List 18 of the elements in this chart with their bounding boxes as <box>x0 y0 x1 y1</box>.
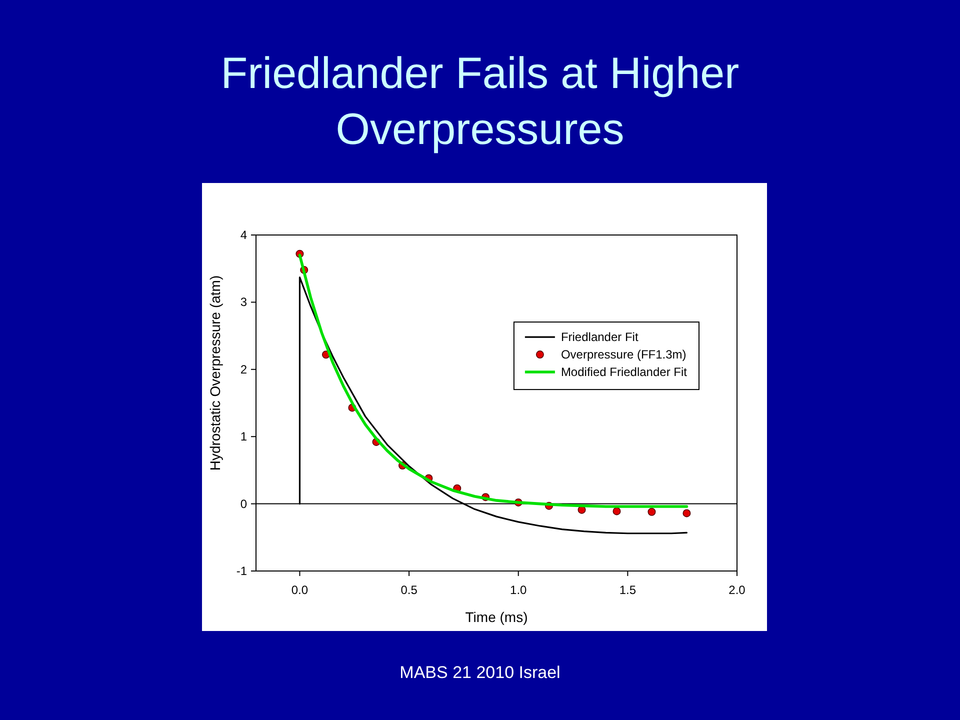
legend-label: Overpressure (FF1.3m) <box>560 348 686 362</box>
y-tick-label: 2 <box>240 362 248 376</box>
legend-label: Friedlander Fit <box>560 330 639 344</box>
x-tick-label: 0.5 <box>400 583 418 597</box>
legend-label: Modified Friedlander Fit <box>560 365 688 380</box>
y-tick-label: 0 <box>240 496 248 511</box>
y-tick-label: -1 <box>236 564 248 578</box>
y-tick-label: 4 <box>240 228 248 242</box>
y-axis-title: Hydrostatic Overpressure (atm) <box>207 275 223 471</box>
x-tick-label: 1.0 <box>510 583 528 597</box>
chart-title: Friedlander Fails at Higher Overpressures <box>220 49 740 154</box>
x-tick-label: 2.0 <box>728 583 746 597</box>
text: MABS 21 2010 Israel <box>400 663 560 682</box>
x-tick-label: 1.5 <box>619 583 636 597</box>
y-tick-label: 3 <box>240 295 248 310</box>
x-axis-title: Time (ms) <box>465 609 528 625</box>
x-tick-label: 0.0 <box>291 583 308 597</box>
y-tick-label: 1 <box>240 430 248 444</box>
